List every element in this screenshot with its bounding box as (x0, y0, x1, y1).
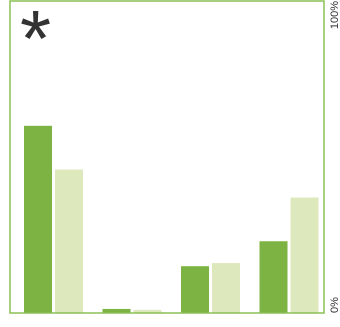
frame (9, 0, 325, 314)
asterisk: * (20, 0, 51, 83)
bar (259, 241, 288, 313)
bar (181, 266, 209, 313)
bar (102, 308, 131, 313)
bar (133, 309, 162, 313)
bar (55, 169, 83, 313)
y-tick-label: 100% (329, 1, 340, 29)
bar (290, 197, 319, 313)
bar (24, 125, 52, 313)
y-tick-label: 0% (329, 297, 340, 313)
bar (212, 263, 240, 313)
